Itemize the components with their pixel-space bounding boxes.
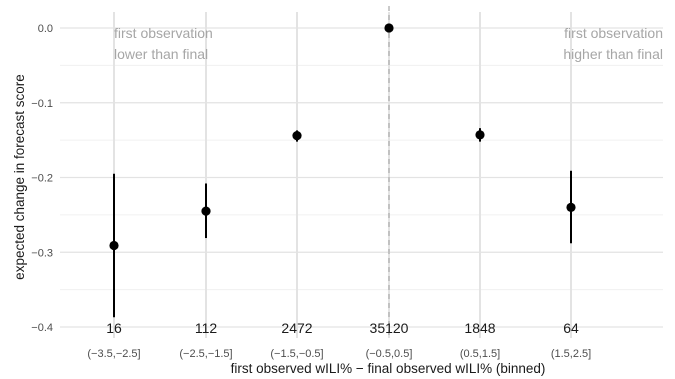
annotation-left-line-2: lower than final: [114, 46, 208, 62]
y-tick-label: 0.0: [38, 23, 53, 35]
data-point: [475, 130, 485, 140]
y-axis-title: expected change in forecast score: [12, 74, 27, 280]
count-label: 16: [106, 320, 122, 336]
y-tick-label: −0.1: [31, 98, 53, 110]
marks-layer: [109, 23, 576, 318]
x-axis-title: first observed wILI% − final observed wI…: [231, 361, 546, 376]
y-tick-label: −0.4: [31, 322, 53, 334]
x-tick-label: (−3.5,−2.5]: [87, 348, 140, 360]
labels-layer: 0.0 −0.1 −0.2 −0.3 −0.4 (−3.5,−2.5] (−2.5,−1.5…: [31, 23, 591, 360]
grid-layer: [60, 12, 663, 338]
x-tick-label: (1.5,2.5]: [551, 348, 591, 360]
annotation-right-line-1: first observation: [564, 25, 663, 41]
count-label: 2472: [281, 320, 312, 336]
count-label: 35120: [370, 320, 409, 336]
data-point: [384, 23, 394, 33]
x-tick-label: (−1.5,−0.5]: [270, 348, 323, 360]
count-label: 112: [195, 320, 218, 336]
data-point: [109, 240, 119, 251]
annotation-left-line-1: first observation: [114, 25, 213, 41]
annotation-right-line-2: higher than final: [563, 46, 663, 62]
y-tick-label: −0.3: [31, 247, 53, 259]
x-tick-label: (−2.5,−1.5]: [179, 348, 232, 360]
y-tick-label: −0.2: [31, 173, 53, 185]
data-point: [566, 202, 576, 212]
data-point: [201, 206, 211, 216]
x-tick-label: (−0.5,0.5]: [366, 348, 413, 360]
x-tick-label: (0.5,1.5]: [460, 348, 500, 360]
count-label: 64: [563, 320, 579, 336]
data-point: [292, 131, 302, 141]
count-label: 1848: [464, 320, 495, 336]
